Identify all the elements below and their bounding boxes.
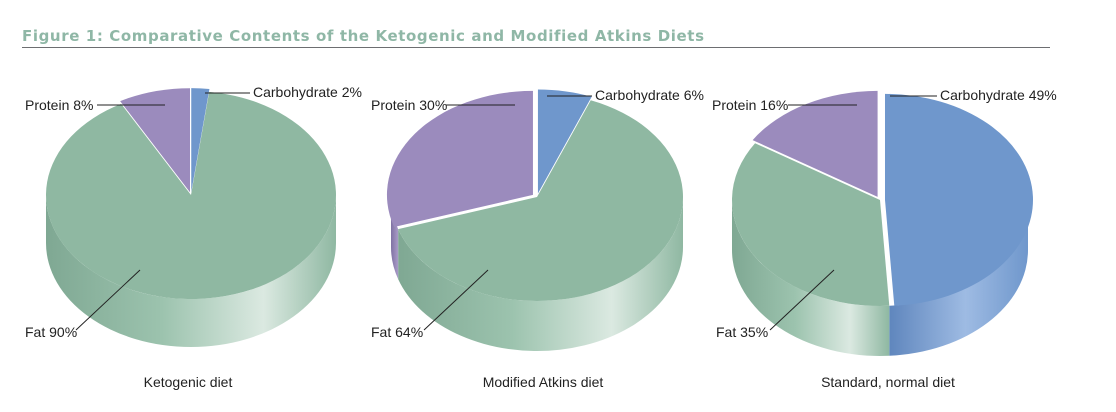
slice-label-fat: Fat 64% [371, 324, 423, 340]
pie-slice-carbohydrate [537, 89, 592, 194]
pie-slice-protein [120, 88, 191, 193]
pie-slice-fat [732, 143, 890, 306]
pie-slice-fat [46, 91, 336, 299]
slice-label-carbohydrate: Carbohydrate 49% [940, 87, 1057, 103]
slice-label-protein: Protein 30% [371, 97, 447, 113]
pie-slice-fat [398, 100, 684, 302]
chart-caption: Modified Atkins diet [483, 374, 604, 390]
leader-line-fat [75, 269, 141, 331]
pie-slice-carbohydrate [191, 88, 210, 193]
figure-title: Figure 1: Comparative Contents of the Ke… [22, 27, 705, 45]
chart-caption: Standard, normal diet [821, 374, 955, 390]
slice-label-protein: Protein 16% [712, 97, 788, 113]
title-rule [22, 47, 1050, 48]
pie-side-fat [398, 197, 683, 351]
pie-side-carbohydrate [889, 200, 1028, 356]
slice-label-fat: Fat 35% [716, 324, 768, 340]
slice-label-carbohydrate: Carbohydrate 2% [253, 84, 362, 100]
pie-slice-protein [752, 90, 878, 197]
leader-line-fat [769, 269, 835, 331]
slice-label-protein: Protein 8% [25, 97, 93, 113]
leader-line-fat [423, 269, 489, 331]
pie-side-fat [732, 200, 890, 356]
pie-modified-atkins-diet: Carbohydrate 6% Fat 64% Protein 30% Modifie… [371, 87, 704, 390]
slice-label-carbohydrate: Carbohydrate 6% [595, 87, 704, 103]
pie-slice-protein [386, 90, 533, 228]
pie-side-fat [46, 195, 336, 347]
slice-label-fat: Fat 90% [25, 324, 77, 340]
pie-standard-normal-diet: Carbohydrate 49% Fat 35% Protein 16% Standa… [712, 87, 1057, 390]
pie-ketogenic-diet: Carbohydrate 2% Fat 90% Protein 8% Ketogeni… [25, 84, 362, 390]
pie-slice-carbohydrate [884, 93, 1033, 306]
chart-caption: Ketogenic diet [144, 374, 233, 390]
